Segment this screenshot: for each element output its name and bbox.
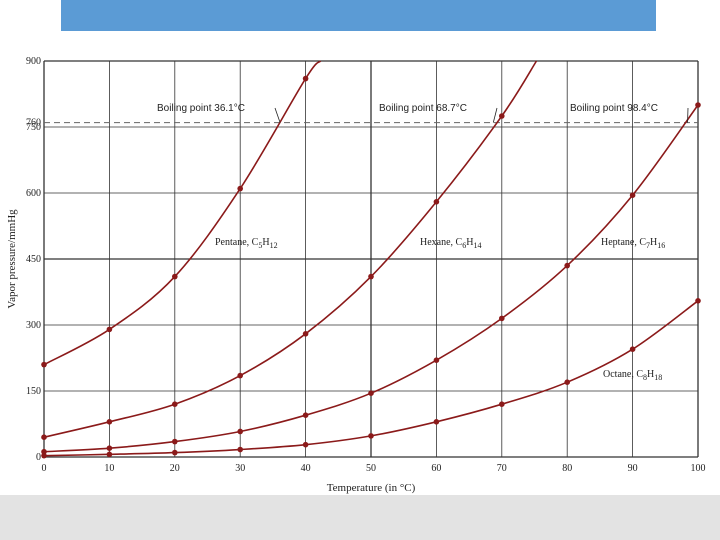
x-tick-label: 10 [104, 463, 114, 474]
hexane-point [237, 372, 243, 379]
pentane-point [172, 273, 178, 280]
octane-point [106, 451, 113, 458]
hexane-point [41, 434, 47, 441]
x-tick-label: 70 [497, 463, 507, 474]
heptane-point [106, 445, 113, 452]
y-tick-label: 600 [26, 188, 41, 199]
x-tick-label: 40 [301, 463, 311, 474]
hexane-label: Hexane, C6H14 [420, 237, 481, 250]
heptane-label: Heptane, C7H16 [601, 237, 665, 250]
y-tick-label: 150 [26, 386, 41, 397]
y-axis-label: Vapor pressure/mmHg [6, 209, 18, 309]
octane-point [368, 433, 374, 439]
pentane-point [106, 326, 113, 333]
heptane-point [629, 192, 636, 198]
hexane-point [106, 419, 113, 425]
x-tick-label: 80 [562, 463, 572, 474]
y-tick-label: 450 [26, 254, 41, 265]
boiling-point-annotation: Boiling point 68.7°C [379, 103, 467, 114]
x-tick-label: 90 [628, 463, 638, 474]
octane-point [302, 441, 309, 448]
heptane-point [499, 315, 505, 322]
grid [43, 60, 699, 458]
boiling-point-annotation: Boiling point 36.1°C [157, 103, 245, 114]
x-tick-label: 20 [170, 463, 180, 474]
x-tick-label: 50 [366, 463, 376, 474]
pentane-point [237, 185, 243, 192]
octane-point [564, 379, 570, 386]
x-tick-label: 60 [431, 463, 441, 474]
pentane-label: Pentane, C5H12 [215, 237, 278, 250]
heptane-point [368, 390, 374, 397]
heptane-point [433, 357, 440, 364]
octane-point [629, 346, 636, 353]
annotation-leader-line [492, 107, 498, 123]
slide-footer [0, 495, 720, 540]
heptane-point [695, 102, 701, 108]
annotation-leader-line [274, 107, 281, 123]
octane-label: Octane, C8H18 [603, 369, 662, 382]
octane-point [172, 449, 178, 456]
octane-point [499, 401, 505, 408]
y-tick-label: 900 [26, 56, 41, 67]
hexane-point [302, 331, 309, 337]
heptane-point [172, 438, 178, 445]
hexane-point [368, 273, 374, 280]
hexane-point [172, 401, 178, 408]
heptane-point [302, 412, 309, 419]
y-tick-label: 750 [26, 122, 41, 133]
y-tick-label: 0 [36, 452, 41, 463]
octane-point [695, 298, 701, 304]
y-tick-label: 300 [26, 320, 41, 331]
heptane-point [564, 262, 570, 269]
hexane-curve [43, 60, 538, 438]
hexane-point [433, 199, 440, 205]
slide-title-bar [61, 0, 656, 31]
series-layer: Pentane, C5H12 Hexane, C6H14 Heptane, C7H1… [41, 60, 701, 459]
boiling-point-annotation: Boiling point 98.4°C [570, 103, 658, 114]
x-tick-label: 0 [42, 463, 47, 474]
heptane-point [237, 428, 243, 435]
y-tick-label-760: 760 [26, 118, 41, 129]
heptane-curve [43, 104, 699, 453]
pentane-point [302, 75, 309, 82]
octane-point [237, 446, 243, 453]
octane-point [433, 419, 440, 425]
octane-point [41, 452, 47, 459]
x-tick-label: 100 [691, 463, 706, 474]
tick-labels: 0 10 20 30 40 50 60 70 80 90 100 0 150 300 450 600 750 90… [26, 56, 706, 474]
pentane-point [41, 361, 47, 368]
x-axis-label: Temperature (in °C) [327, 482, 416, 494]
heptane-point [41, 448, 47, 455]
x-tick-label: 30 [235, 463, 245, 474]
hexane-point [499, 113, 505, 119]
annotation-layer: Boiling point 36.1°C Boiling point 68.7°C… [157, 103, 689, 123]
